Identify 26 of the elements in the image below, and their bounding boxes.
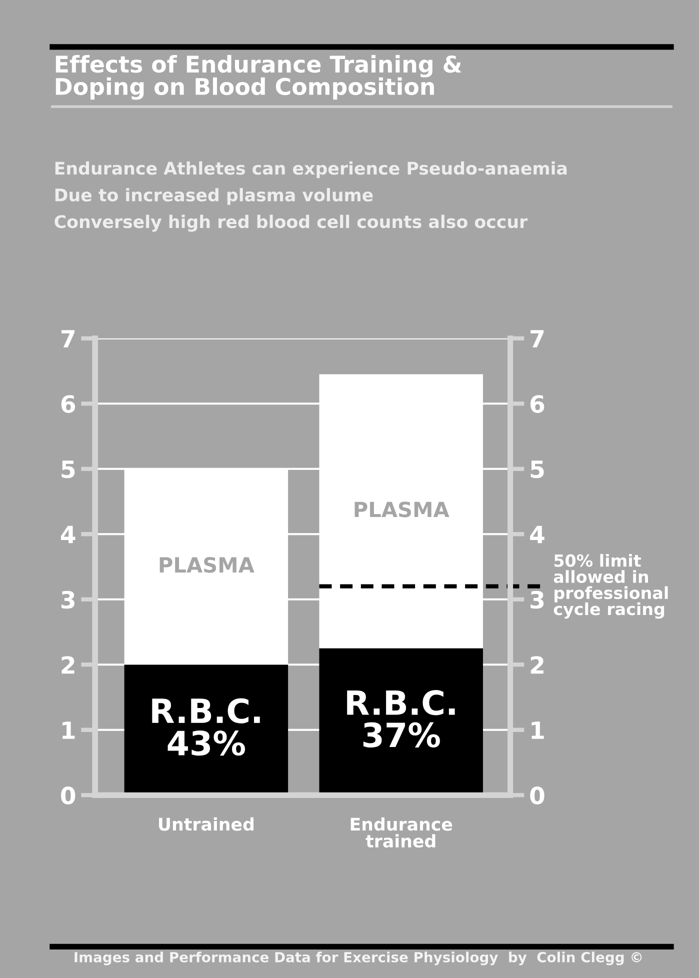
- y2-tick-label: 4: [530, 526, 544, 544]
- y2-tick-label: 2: [530, 656, 544, 674]
- y-tick-label: 7: [61, 330, 74, 348]
- annotation: R.B.C. 37%: [347, 690, 455, 748]
- ref-line-label: 50% limit allowed in professional cycle racing: [554, 554, 668, 619]
- text: Images and Performance Data for Exercise Physiology by Colin Clegg ©: [74, 952, 642, 966]
- annotation: PLASMA: [160, 557, 254, 573]
- annotation: PLASMA: [354, 502, 450, 518]
- chart-subtitle: Endurance Athletes can experience Pseudo-anaemia Due to increased plasma volume Conversely high red blood cell counts also occur: [54, 161, 567, 232]
- y2-tick-label: 0: [530, 786, 544, 804]
- chart-title: Effects of Endurance Training & Doping on Blood Composition: [56, 55, 462, 100]
- y2-tick-label: 1: [532, 722, 544, 739]
- y-tick-label: 6: [61, 395, 76, 413]
- x-tick-label: Endurance trained: [350, 817, 452, 848]
- y-tick-label: 0: [61, 786, 76, 804]
- x-tick-label: Untrained: [159, 817, 254, 831]
- y2-tick-label: 5: [530, 460, 544, 478]
- y-tick-label: 5: [62, 460, 75, 478]
- y-tick-label: 1: [62, 722, 75, 739]
- y2-tick-label: 6: [530, 395, 544, 413]
- y-tick-label: 3: [61, 590, 74, 609]
- y2-tick-label: 3: [530, 590, 544, 609]
- y-tick-label: 4: [60, 526, 76, 544]
- y-tick-label: 2: [62, 656, 74, 674]
- annotation: R.B.C. 43%: [152, 698, 260, 756]
- y2-tick-label: 7: [530, 330, 544, 348]
